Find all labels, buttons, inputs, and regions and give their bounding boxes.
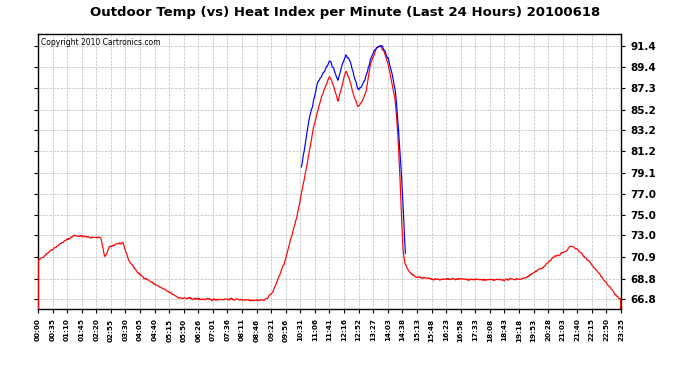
Text: Outdoor Temp (vs) Heat Index per Minute (Last 24 Hours) 20100618: Outdoor Temp (vs) Heat Index per Minute … [90, 6, 600, 19]
Text: Copyright 2010 Cartronics.com: Copyright 2010 Cartronics.com [41, 38, 160, 47]
